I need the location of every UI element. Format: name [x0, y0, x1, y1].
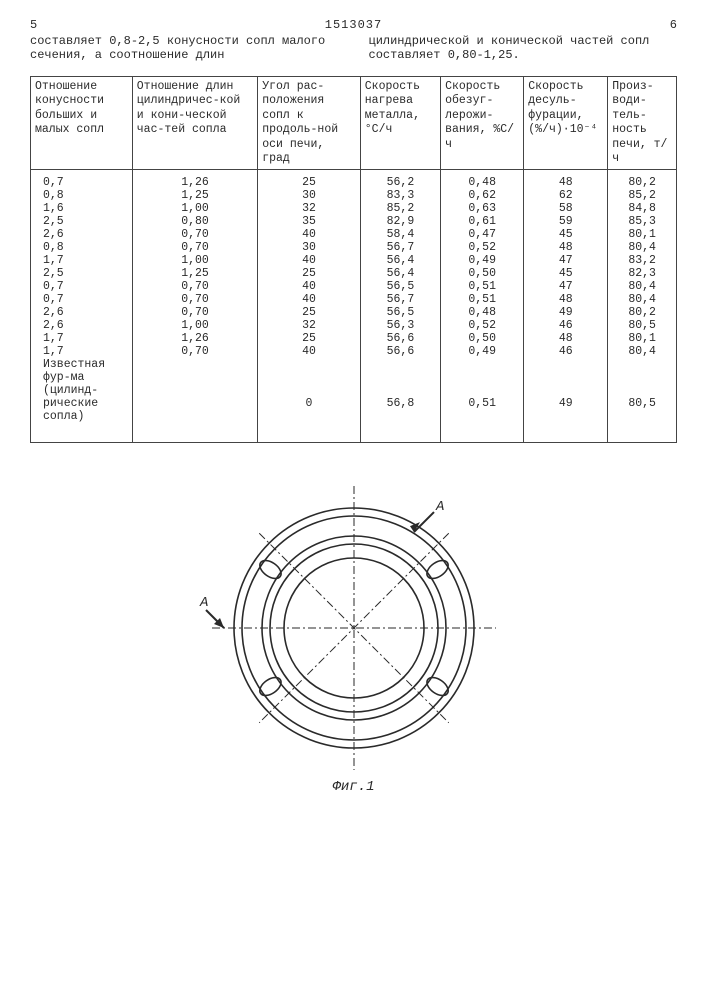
col-header: Отношение длин цилиндричес-кой и кони-че…: [132, 77, 257, 170]
page-number-left: 5: [30, 18, 60, 32]
col-header: Скорость десуль-фурации, (%/ч)·10⁻⁴: [524, 77, 608, 170]
document-number: 1513037: [325, 18, 382, 32]
table-cell: 1,261,251,000,800,700,701,001,250,700,70…: [132, 170, 257, 443]
data-table: Отношение конусности больших и малых соп…: [30, 76, 677, 443]
figure-1-svg: AA: [199, 473, 509, 773]
col-header: Угол рас-положения сопл к продоль-ной ос…: [258, 77, 361, 170]
col-header: Отношение конусности больших и малых соп…: [31, 77, 133, 170]
intro-text: составляет 0,8-2,5 конусности сопл малог…: [30, 34, 677, 62]
figure-caption: Фиг.1: [30, 779, 677, 795]
col-header: Произ-води-тель-ность печи, т/ч: [608, 77, 677, 170]
table-cell: 486258594548474547484946484649: [524, 170, 608, 443]
page-header: 5 1513037 6: [30, 18, 677, 32]
table-cell: 56,283,385,282,958,456,756,456,456,556,7…: [360, 170, 440, 443]
svg-text:A: A: [435, 499, 444, 515]
figure-wrap: AA Фиг.1: [30, 473, 677, 795]
table-head-row: Отношение конусности больших и малых соп…: [31, 77, 677, 170]
table-cell: 80,285,284,885,380,180,483,282,380,480,4…: [608, 170, 677, 443]
table-data-block: 0,70,81,62,52,60,81,72,50,70,72,62,61,71…: [31, 170, 677, 443]
table-cell: 0,480,620,630,610,470,520,490,500,510,51…: [441, 170, 524, 443]
table-body: 0,70,81,62,52,60,81,72,50,70,72,62,61,71…: [31, 170, 677, 443]
col-header: Скорость обезуг-лерожи-вания, %С/ч: [441, 77, 524, 170]
intro-right: цилиндрической и конической частей сопл …: [369, 34, 678, 62]
page-number-right: 6: [647, 18, 677, 32]
table-cell: 0,70,81,62,52,60,81,72,50,70,72,62,61,71…: [31, 170, 133, 443]
intro-left: составляет 0,8-2,5 конусности сопл малог…: [30, 34, 339, 62]
table-cell: 25303235403040254040253225400: [258, 170, 361, 443]
svg-text:A: A: [199, 595, 208, 611]
col-header: Скорость нагрева металла, °С/ч: [360, 77, 440, 170]
